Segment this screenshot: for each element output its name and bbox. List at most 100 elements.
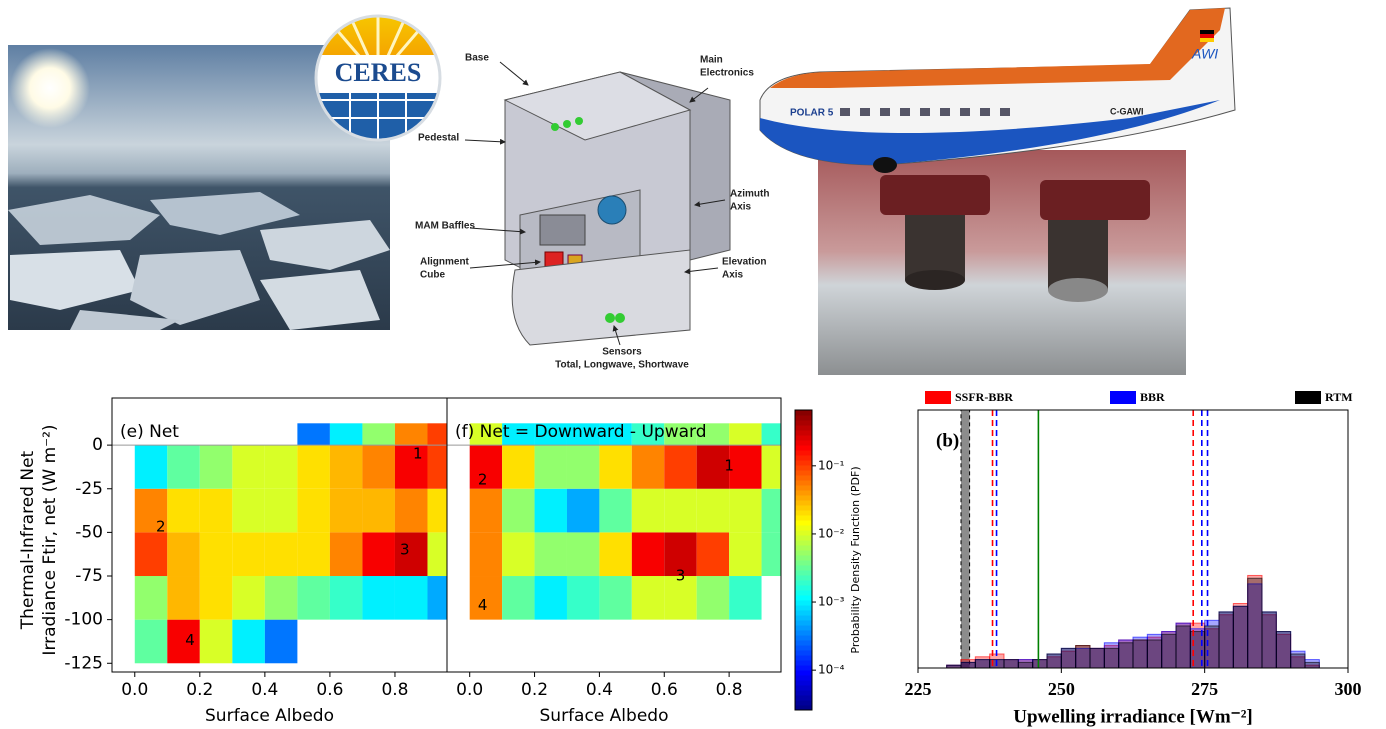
heatmap-cell [632, 532, 664, 576]
x-axis-label: Surface Albedo [205, 706, 334, 726]
colorbar-step [795, 495, 812, 501]
histogram-bar [1147, 640, 1161, 668]
heatmap-cell [297, 423, 330, 445]
instrument-label: Elevation [722, 257, 766, 268]
colorbar-step [795, 680, 812, 686]
heatmap-cell [330, 576, 363, 620]
x-axis-label: Surface Albedo [540, 706, 669, 726]
heatmap-cell [200, 445, 233, 489]
legend-swatch [1110, 391, 1136, 404]
heatmap-cell [395, 576, 428, 620]
heatmap-cell [135, 445, 168, 489]
y-axis-label: Thermal-Infrared Net [18, 450, 38, 630]
logo-text: CERES [335, 58, 422, 87]
heatmap-cell [427, 423, 447, 445]
heatmap-cell [599, 532, 631, 576]
colorbar-step [795, 530, 812, 536]
x-tick-label: 250 [1048, 679, 1075, 699]
colorbar-step [795, 700, 812, 706]
heatmap-cell [167, 576, 200, 620]
heatmap-cell [362, 576, 395, 620]
colorbar-tick-label: 10⁻¹ [818, 458, 845, 472]
colorbar-step [795, 545, 812, 551]
legend-label: RTM [1325, 390, 1353, 404]
heatmap-cell [599, 489, 631, 533]
histogram-bar [1090, 648, 1104, 668]
heatmap-cell [395, 423, 428, 445]
heatmap-cell [135, 620, 168, 664]
heatmap-cell [535, 576, 567, 620]
heatmap-cell [502, 576, 534, 620]
colorbar-step [795, 695, 812, 701]
panel-title: (f) Net = Downward - Upward [455, 422, 707, 442]
colorbar-step [795, 640, 812, 646]
colorbar-step [795, 455, 812, 461]
x-tick-label: 0.2 [521, 680, 548, 700]
y-tick-label: -100 [64, 610, 103, 630]
heatmap-cell [427, 489, 447, 533]
heatmap-cell [330, 489, 363, 533]
colorbar-step [795, 625, 812, 631]
y-tick-label: -50 [75, 522, 103, 542]
heatmap-cell [167, 532, 200, 576]
histogram-bar [1133, 640, 1147, 668]
colorbar-step [795, 485, 812, 491]
colorbar-step [795, 415, 812, 421]
x-tick-label: 0.4 [251, 680, 278, 700]
heatmap-cell [697, 532, 729, 576]
histogram-bar [1162, 634, 1176, 668]
legend-label: BBR [1140, 390, 1165, 404]
annotation: 4 [185, 631, 195, 649]
colorbar-step [795, 475, 812, 481]
instrument-label: Base [465, 53, 489, 64]
heatmap-cell [427, 532, 447, 576]
histogram-bar [1033, 660, 1047, 668]
colorbar-step [795, 445, 812, 451]
heatmap-cell [135, 532, 168, 576]
colorbar-step [795, 670, 812, 676]
heatmap-cell [330, 423, 363, 445]
annotation: 3 [676, 567, 686, 585]
instrument-label: Axis [730, 202, 752, 213]
heatmap-cell [265, 576, 298, 620]
colorbar-step [795, 595, 812, 601]
colorbar-step [795, 645, 812, 651]
legend-label: SSFR-BBR [955, 390, 1013, 404]
heatmap-cell [362, 445, 395, 489]
heatmap-cell [395, 489, 428, 533]
colorbar-step [795, 470, 812, 476]
heatmap-cell [697, 489, 729, 533]
heatmap-cell [167, 620, 200, 664]
colorbar-step [795, 520, 812, 526]
instrument-label: Alignment [420, 257, 470, 268]
histogram-bar [1119, 643, 1133, 668]
aircraft-logo: AWI [1191, 46, 1218, 62]
heatmap-cell [762, 445, 781, 489]
instrument-label: Pedestal [418, 133, 459, 144]
heatmap-cell [362, 423, 395, 445]
x-tick-label: 0.4 [586, 680, 613, 700]
heatmap-cell [470, 489, 502, 533]
heatmap-cell [265, 532, 298, 576]
vspan [961, 410, 970, 668]
heatmap-cell [729, 445, 761, 489]
histogram-bar [1248, 578, 1262, 668]
heatmap-cell [232, 576, 265, 620]
histogram-bar [1004, 660, 1018, 668]
x-tick-label: 0.0 [456, 680, 483, 700]
colorbar-step [795, 440, 812, 446]
colorbar-step [795, 565, 812, 571]
heatmap-cell [535, 489, 567, 533]
annotation: 3 [400, 540, 410, 558]
colorbar-step [795, 465, 812, 471]
panel-label: (b) [936, 430, 959, 451]
heatmap-cell [599, 576, 631, 620]
colorbar-step [795, 600, 812, 606]
colorbar-tick-label: 10⁻⁴ [818, 663, 845, 677]
heatmap-cell [729, 489, 761, 533]
colorbar-step [795, 655, 812, 661]
annotation: 2 [478, 471, 488, 489]
instrument-label: Total, Longwave, Shortwave [555, 360, 689, 371]
